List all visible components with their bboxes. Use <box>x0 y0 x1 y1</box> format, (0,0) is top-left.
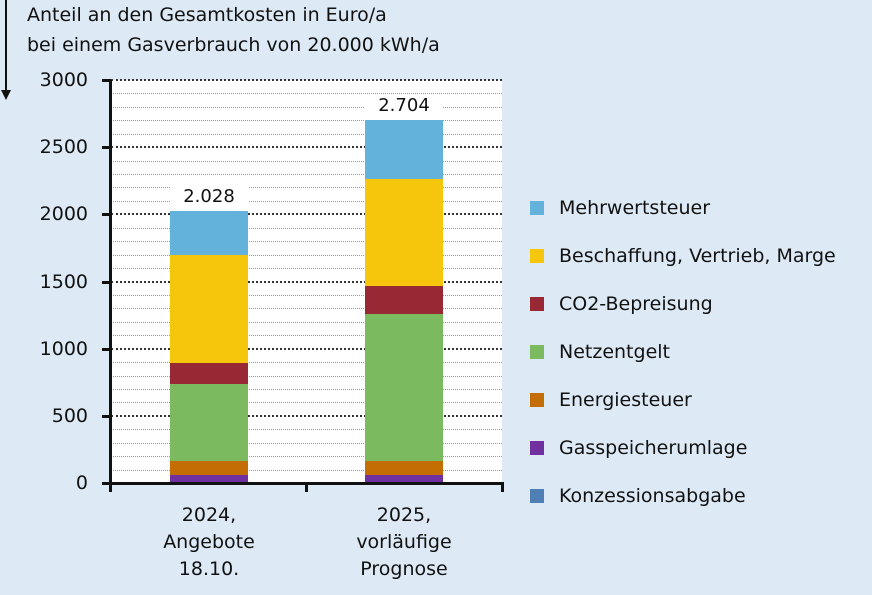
y-axis <box>109 80 112 485</box>
minor-gridline <box>111 362 502 364</box>
legend-label: Gasspeicherumlage <box>559 437 748 459</box>
minor-gridline <box>111 335 502 337</box>
y-tick <box>102 414 111 418</box>
bar-segment-netzentgelt <box>365 314 443 461</box>
y-tick <box>102 280 111 284</box>
minor-gridline <box>111 254 502 256</box>
minor-gridline <box>111 388 502 390</box>
y-tick <box>102 79 111 82</box>
legend-swatch <box>530 489 544 503</box>
bar-segment-co2-bepreisung <box>365 285 443 315</box>
y-tick-label: 500 <box>51 404 88 427</box>
title-line-1: Anteil an den Gesamtkosten in Euro/a <box>27 4 387 26</box>
legend-item: Konzessionsabgabe <box>530 472 836 520</box>
y-tick-label: 1000 <box>39 337 88 360</box>
legend-label: CO2-Bepreisung <box>559 293 713 315</box>
stacked-bar <box>170 80 248 483</box>
x-label-line: Prognose <box>360 558 448 580</box>
legend-swatch <box>530 441 544 455</box>
y-tick-label: 2500 <box>39 136 88 159</box>
legend-item: Gasspeicherumlage <box>530 424 836 472</box>
x-label-line: 18.10. <box>178 558 240 580</box>
major-gridline <box>111 347 502 350</box>
legend: Mehrwertsteuer Beschaffung, Vertrieb, Mar… <box>530 184 836 520</box>
legend-item: CO2-Bepreisung <box>530 280 836 328</box>
y-tick <box>102 213 111 217</box>
x-category-label: 2024, Angebote 18.10. <box>124 502 294 583</box>
bar-total-label: 2.028 <box>170 185 248 208</box>
major-gridline <box>111 79 502 81</box>
legend-label: Netzentgelt <box>559 341 670 363</box>
x-tick <box>304 482 308 492</box>
bar-total-label: 2.704 <box>365 94 443 117</box>
y-tick-label: 2000 <box>39 203 88 226</box>
x-label-line: Angebote <box>163 531 255 553</box>
x-label-line: 2025, <box>376 504 432 526</box>
legend-item: Netzentgelt <box>530 328 836 376</box>
arrow-shaft <box>5 0 7 92</box>
minor-gridline <box>111 187 502 189</box>
minor-gridline <box>111 375 502 377</box>
minor-gridline <box>111 442 502 444</box>
x-category-label: 2025, vorläufige Prognose <box>319 502 489 583</box>
y-tick <box>102 482 111 485</box>
x-tick <box>109 482 112 492</box>
bar-segment-mehrwertsteuer <box>365 119 443 179</box>
minor-gridline <box>111 133 502 135</box>
legend-label: Energiesteuer <box>559 389 692 411</box>
major-gridline <box>111 213 502 216</box>
minor-gridline <box>111 268 502 270</box>
bar-segment-netzentgelt <box>170 384 248 461</box>
major-gridline <box>111 414 502 417</box>
y-tick <box>102 146 111 150</box>
minor-gridline <box>111 294 502 296</box>
minor-gridline <box>111 106 502 108</box>
y-tick <box>102 347 111 351</box>
bar-segment-mehrwertsteuer <box>170 210 248 255</box>
legend-swatch <box>530 249 544 263</box>
minor-gridline <box>111 308 502 310</box>
bar-segment-energiesteuer <box>365 460 443 475</box>
bar-segment-beschaffung-vertrieb-marge <box>170 254 248 364</box>
legend-swatch <box>530 393 544 407</box>
arrow-head <box>1 90 11 100</box>
x-label-line: vorläufige <box>356 531 452 553</box>
legend-swatch <box>530 201 544 215</box>
y-tick-label: 0 <box>75 472 88 494</box>
minor-gridline <box>111 200 502 202</box>
legend-swatch <box>530 345 544 359</box>
bar-segment-beschaffung-vertrieb-marge <box>365 178 443 286</box>
minor-gridline <box>111 174 502 176</box>
bar-segment-gasspeicherumlage <box>365 474 443 483</box>
y-tick-label: 1500 <box>39 270 88 293</box>
x-label-line: 2024, <box>181 504 237 526</box>
minor-gridline <box>111 93 502 95</box>
minor-gridline <box>111 429 502 431</box>
bar-segment-gasspeicherumlage <box>170 474 248 483</box>
major-gridline <box>111 280 502 283</box>
minor-gridline <box>111 469 502 471</box>
major-gridline <box>111 146 502 149</box>
legend-label: Konzessionsabgabe <box>559 485 746 507</box>
y-tick-label: 3000 <box>39 69 88 91</box>
legend-swatch <box>530 297 544 311</box>
minor-gridline <box>111 402 502 404</box>
x-tick <box>501 482 504 492</box>
title-line-2: bei einem Gasverbrauch von 20.000 kWh/a <box>27 34 440 56</box>
minor-gridline <box>111 160 502 162</box>
minor-gridline <box>111 241 502 243</box>
bar-segment-energiesteuer <box>170 460 248 475</box>
legend-label: Mehrwertsteuer <box>559 197 711 219</box>
bar-segment-co2-bepreisung <box>170 363 248 384</box>
minor-gridline <box>111 321 502 323</box>
legend-item: Energiesteuer <box>530 376 836 424</box>
legend-item: Beschaffung, Vertrieb, Marge <box>530 232 836 280</box>
stacked-bar <box>365 80 443 483</box>
minor-gridline <box>111 227 502 229</box>
legend-label: Beschaffung, Vertrieb, Marge <box>559 245 836 267</box>
legend-item: Mehrwertsteuer <box>530 184 836 232</box>
minor-gridline <box>111 120 502 122</box>
minor-gridline <box>111 456 502 458</box>
